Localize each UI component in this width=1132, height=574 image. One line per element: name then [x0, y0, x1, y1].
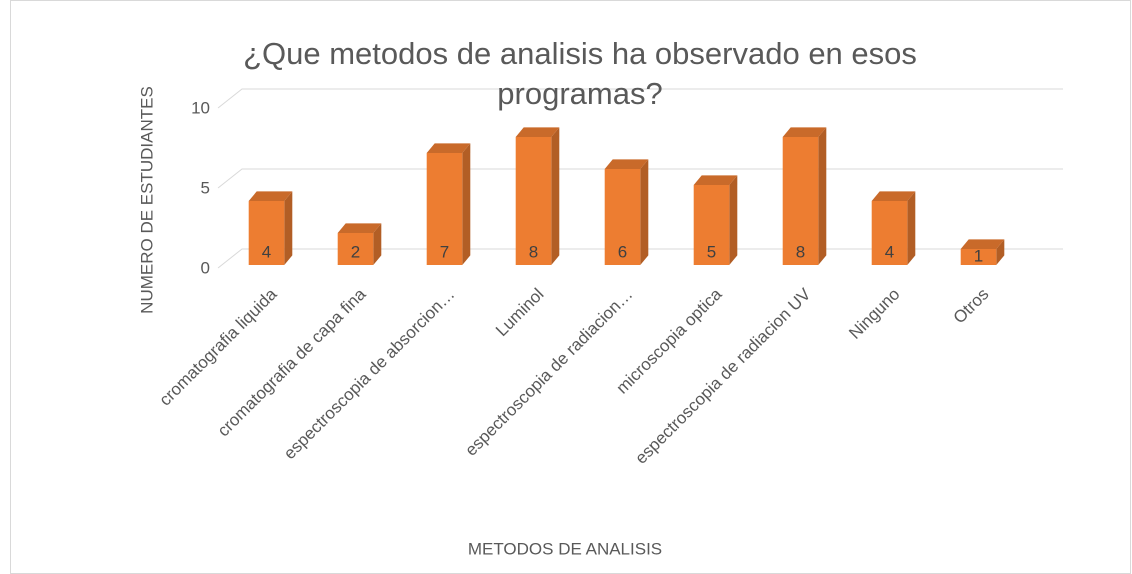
bar-top — [960, 239, 1005, 249]
bar-side — [818, 127, 827, 266]
bar — [248, 201, 285, 265]
grid-line — [217, 88, 1063, 109]
y-tick-label: 10 — [191, 98, 210, 117]
bar-side — [729, 175, 738, 265]
bar-side — [551, 127, 560, 266]
bar — [515, 137, 552, 265]
data-label: 8 — [796, 242, 805, 261]
chart-title: ¿Que metodos de analisis ha observado en… — [243, 36, 917, 111]
data-label: 7 — [440, 242, 449, 261]
bar — [871, 201, 908, 265]
data-label: 5 — [707, 242, 716, 261]
bar-top — [515, 127, 560, 137]
data-label: 6 — [618, 242, 627, 261]
bar-top — [337, 223, 382, 233]
data-label: 1 — [974, 246, 983, 265]
bar-top — [604, 159, 649, 169]
bar — [604, 169, 641, 265]
bar-top — [426, 143, 471, 153]
data-label: 4 — [262, 242, 271, 261]
y-axis-label: NUMERO DE ESTUDIANTES — [137, 86, 156, 314]
bar-side — [907, 191, 916, 265]
bar — [337, 233, 374, 265]
y-tick-label: 0 — [201, 258, 210, 277]
chart-border — [10, 0, 1131, 574]
data-label: 2 — [351, 242, 360, 261]
bar — [782, 137, 819, 265]
bar-top — [693, 175, 738, 185]
data-label: 4 — [885, 242, 894, 261]
bar — [426, 153, 463, 265]
bar — [960, 249, 997, 265]
data-label: 8 — [529, 242, 538, 261]
x-axis-label: METODOS DE ANALISIS — [468, 539, 662, 558]
bar-side — [640, 159, 649, 265]
y-tick-label: 5 — [201, 178, 210, 197]
bar-side — [284, 191, 293, 265]
bar-top — [782, 127, 827, 137]
bar-side — [373, 223, 382, 265]
bar-top — [871, 191, 916, 201]
bar-top — [248, 191, 293, 201]
bar-side — [462, 143, 471, 265]
bar — [693, 185, 730, 265]
bar-side — [996, 239, 1005, 265]
